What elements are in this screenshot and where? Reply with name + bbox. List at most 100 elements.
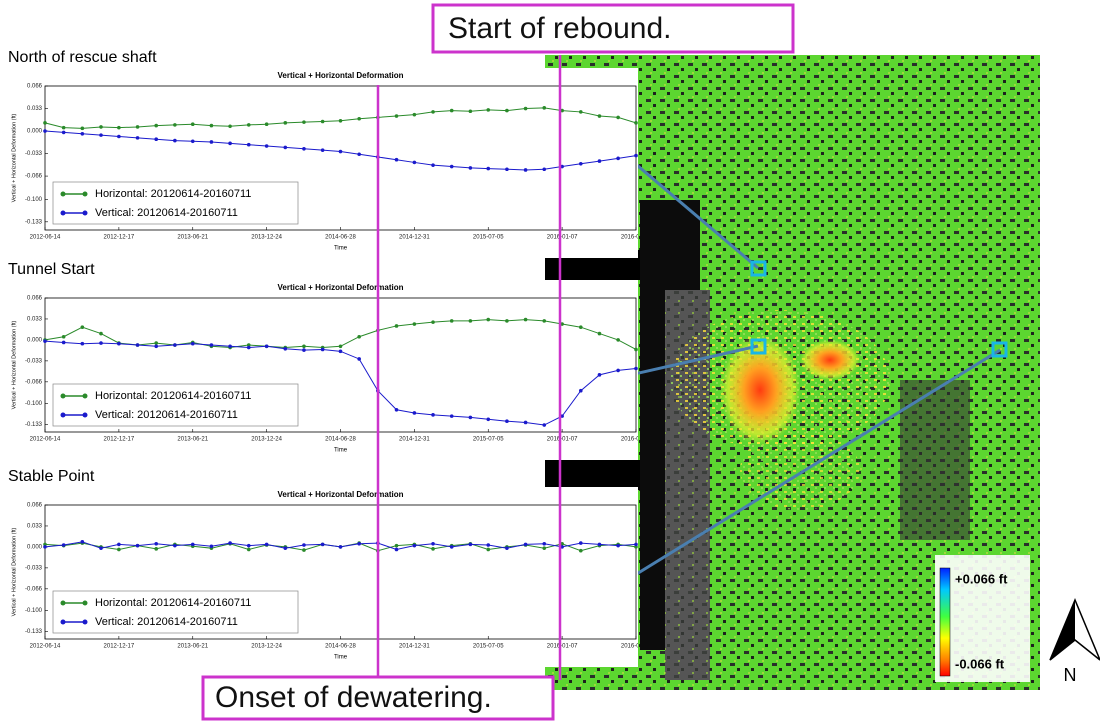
data-point <box>395 548 399 552</box>
data-point <box>486 548 490 552</box>
data-point <box>210 343 214 347</box>
y-tick-label: -0.033 <box>25 151 43 157</box>
data-point <box>321 543 325 547</box>
data-point <box>62 131 66 135</box>
y-tick-label: -0.066 <box>25 586 43 592</box>
data-point <box>616 338 620 342</box>
data-point <box>228 142 232 146</box>
data-point <box>505 109 509 113</box>
data-point <box>228 344 232 348</box>
data-point <box>117 548 121 552</box>
data-point <box>136 544 140 548</box>
data-point <box>154 542 158 546</box>
data-point <box>173 123 177 127</box>
data-point <box>283 121 287 125</box>
data-point <box>173 544 177 548</box>
data-point <box>228 124 232 128</box>
legend-label: Vertical: 20120614-20160711 <box>95 207 238 219</box>
data-point <box>431 320 435 324</box>
data-point <box>486 108 490 112</box>
legend-dot <box>83 413 88 418</box>
legend-dot <box>83 192 88 197</box>
x-tick-label: 2015-07-05 <box>473 235 504 241</box>
chart-panel: Stable Point Vertical + Horizontal Deform… <box>8 468 652 667</box>
data-point <box>283 546 287 550</box>
legend-dot <box>83 620 88 625</box>
x-tick-label: 2014-12-31 <box>399 437 430 443</box>
data-point <box>99 125 103 129</box>
data-point <box>450 165 454 169</box>
x-tick-label: 2013-06-21 <box>177 235 208 241</box>
dewatering-annotation: Onset of dewatering. <box>215 681 492 714</box>
y-axis-label: Vertical + Horizontal Deformation (ft) <box>11 113 17 202</box>
y-axis-label: Vertical + Horizontal Deformation (ft) <box>11 527 17 616</box>
data-point <box>542 106 546 110</box>
data-point <box>99 133 103 137</box>
legend-dot <box>83 601 88 606</box>
data-point <box>136 136 140 140</box>
data-point <box>469 543 473 547</box>
data-point <box>136 343 140 347</box>
y-tick-label: 0.000 <box>27 129 43 135</box>
data-point <box>505 419 509 423</box>
data-point <box>321 148 325 152</box>
data-point <box>579 541 583 545</box>
data-point <box>469 319 473 323</box>
data-point <box>413 322 417 326</box>
y-tick-label: -0.133 <box>25 422 43 428</box>
legend-dot <box>61 413 66 418</box>
x-tick-label: 2014-06-28 <box>325 437 356 443</box>
x-tick-label: 2014-06-28 <box>325 235 356 241</box>
data-point <box>81 325 85 329</box>
north-arrow: N <box>1050 600 1100 685</box>
data-point <box>616 157 620 161</box>
data-point <box>62 341 66 345</box>
data-point <box>154 124 158 128</box>
data-point <box>265 144 269 148</box>
data-point <box>598 543 602 547</box>
data-point <box>542 167 546 171</box>
chart-title: Vertical + Horizontal Deformation <box>277 283 403 292</box>
y-tick-label: -0.033 <box>25 358 43 364</box>
data-point <box>339 150 343 154</box>
data-point <box>486 543 490 547</box>
data-point <box>634 348 638 352</box>
data-point <box>634 121 638 125</box>
data-point <box>265 543 269 547</box>
data-point <box>634 154 638 158</box>
data-point <box>210 124 214 128</box>
x-tick-label: 2012-06-14 <box>30 437 61 443</box>
data-point <box>43 129 47 133</box>
y-axis-label: Vertical + Horizontal Deformation (ft) <box>11 320 17 409</box>
panel-label: Tunnel Start <box>8 261 95 278</box>
data-point <box>247 346 251 350</box>
data-point <box>450 414 454 418</box>
data-point <box>395 324 399 328</box>
x-tick-label: 2012-12-17 <box>104 235 135 241</box>
data-point <box>598 332 602 336</box>
data-point <box>117 543 121 547</box>
data-point <box>634 543 638 547</box>
y-tick-label: 0.066 <box>27 503 43 509</box>
data-point <box>210 140 214 144</box>
data-point <box>505 546 509 550</box>
data-point <box>598 114 602 118</box>
data-point <box>395 544 399 548</box>
x-axis-label: Time <box>334 448 348 454</box>
x-tick-label: 2014-06-28 <box>325 644 356 650</box>
data-point <box>265 122 269 126</box>
data-point <box>339 350 343 354</box>
legend-dot <box>61 394 66 399</box>
data-point <box>117 135 121 139</box>
chart-title: Vertical + Horizontal Deformation <box>277 490 403 499</box>
data-point <box>62 126 66 130</box>
data-point <box>616 369 620 373</box>
data-point <box>579 389 583 393</box>
data-point <box>357 152 361 156</box>
data-point <box>43 545 47 549</box>
legend-dot <box>61 211 66 216</box>
data-point <box>302 543 306 547</box>
x-tick-label: 2013-06-21 <box>177 644 208 650</box>
panel-label: Stable Point <box>8 468 95 485</box>
legend-dot <box>83 394 88 399</box>
